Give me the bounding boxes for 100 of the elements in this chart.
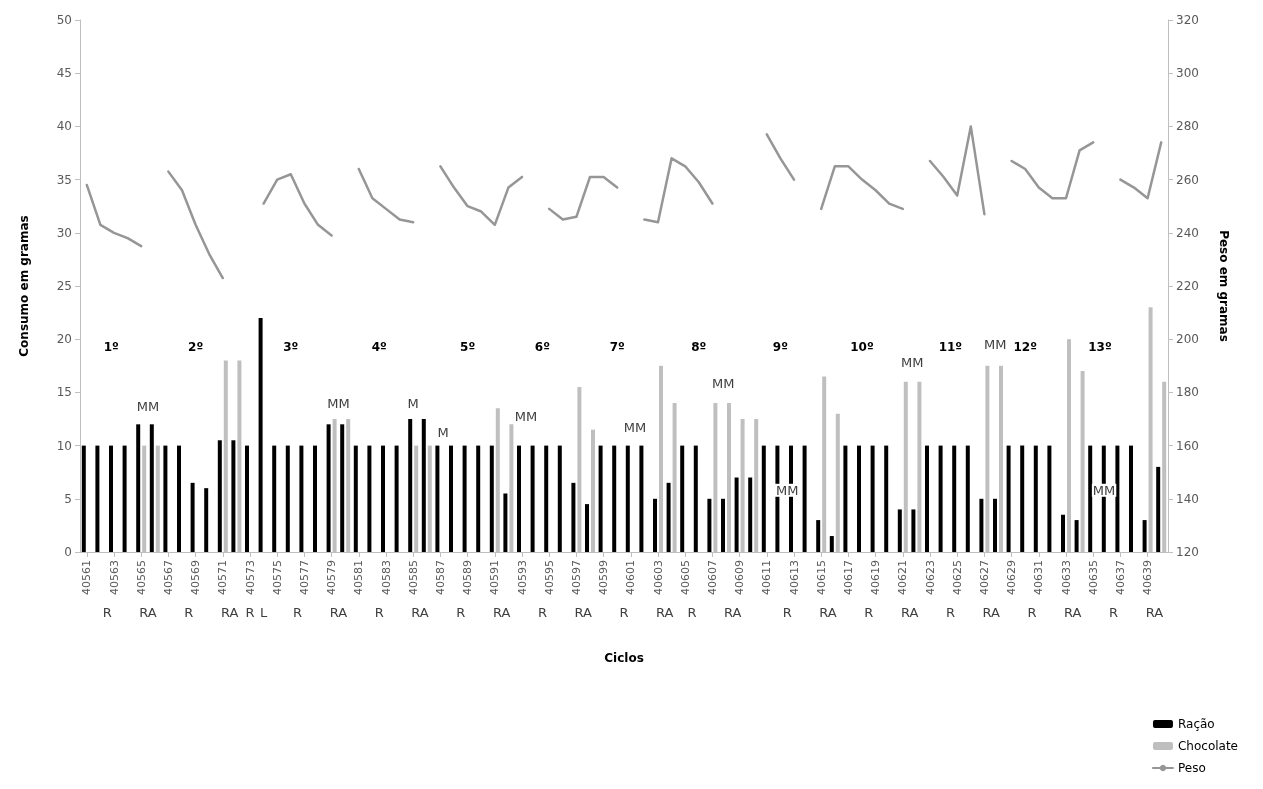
y2-tick-label: 260 [1176,172,1199,187]
bar [81,445,86,552]
bar [299,445,304,552]
bar [598,445,603,552]
bar [476,445,481,552]
bar [721,498,725,552]
text: RA [574,604,592,620]
x-tick-label: 40625 [950,560,964,595]
x-tick-label: 40613 [787,560,801,595]
x-tick-label: 40587 [433,560,447,595]
bar [639,445,644,552]
text: RA [900,604,919,620]
x-tick-label: 40611 [760,560,774,595]
annotation: M [437,425,449,441]
text: R [537,604,547,620]
bar [381,445,385,552]
bar [734,477,739,552]
x-tick-label: 40567 [161,560,175,595]
bar [1074,520,1079,552]
bar [884,445,889,552]
y2-tick-label: 180 [1176,385,1199,400]
x-tick-label: 40583 [379,560,393,595]
annotation: MM [514,409,538,425]
annotation: 11º [938,339,963,354]
x-tick-label: 40571 [216,560,230,595]
legend-label: Chocolate [1177,739,1239,753]
bar [340,424,345,552]
y2-tick-label: 120 [1176,545,1199,559]
text: RA [411,604,429,620]
bar [530,445,535,552]
bar [829,536,834,552]
bar [1115,445,1120,552]
bar [625,445,630,552]
text: L [259,604,268,620]
annotation: 6º [534,339,551,354]
bar [1047,445,1052,552]
bar [503,493,508,552]
text: RA [819,604,837,620]
x-tick-label: 40597 [569,560,583,595]
text: R [1027,604,1037,620]
y2-axis-title: Peso em gramas [1217,230,1231,342]
y2-tick-label: 200 [1176,332,1199,347]
x-tick-label: 40631 [1032,560,1046,595]
text: R [864,604,874,620]
bar [857,445,861,552]
y-tick-label: 0 [64,545,72,559]
y-axis-title: Consumo em gramas [17,215,31,357]
bar [571,482,576,552]
text: RA [139,604,157,620]
y2-tick-label: 300 [1176,66,1199,81]
bar [285,445,290,552]
bar [462,445,467,552]
x-tick-label: 40605 [678,560,692,595]
x-tick-label: 40589 [461,560,475,595]
bar [585,504,589,552]
x-tick-label: 40573 [243,560,257,595]
bar [1156,466,1161,552]
bar [544,445,549,552]
x-tick-label: 40637 [1113,560,1127,595]
annotation: 12º [1013,339,1038,354]
bar [517,445,521,552]
text: R [945,604,955,620]
x-tick-label: 40575 [270,560,284,595]
bar [1142,520,1147,552]
x-tick-label: 40579 [325,560,339,595]
bar [435,445,440,552]
bar [489,445,494,552]
text: R [782,604,792,620]
x-tick-label: 40621 [896,560,910,595]
x-tick-label: 40615 [814,560,828,595]
annotation: 10º [850,339,874,354]
annotation: MM [623,420,647,436]
x-tick-label: 40561 [80,560,94,595]
bar [258,317,263,552]
bar [1129,445,1133,552]
annotation: MM [984,337,1007,353]
bar [122,445,127,552]
bar [938,445,943,552]
text: R [456,604,466,620]
bar [272,445,277,552]
annotation: MM [775,482,799,498]
bar [680,445,685,552]
annotation: 7º [609,339,625,354]
bar [952,445,957,552]
x-tick-label: 40627 [977,560,991,595]
bar [421,419,426,552]
bar [761,445,766,552]
bar [408,419,413,552]
text: RA [1064,604,1082,620]
y-tick-label: 45 [56,66,72,81]
bar [612,445,617,552]
x-tick-label: 40599 [597,560,611,595]
bar [231,440,236,552]
bar [204,488,209,552]
bar [190,482,195,552]
bar [843,445,848,552]
text: R [102,604,112,620]
annotation: MM [901,355,924,371]
text: RA [329,604,348,620]
annotation: MM [136,398,160,414]
